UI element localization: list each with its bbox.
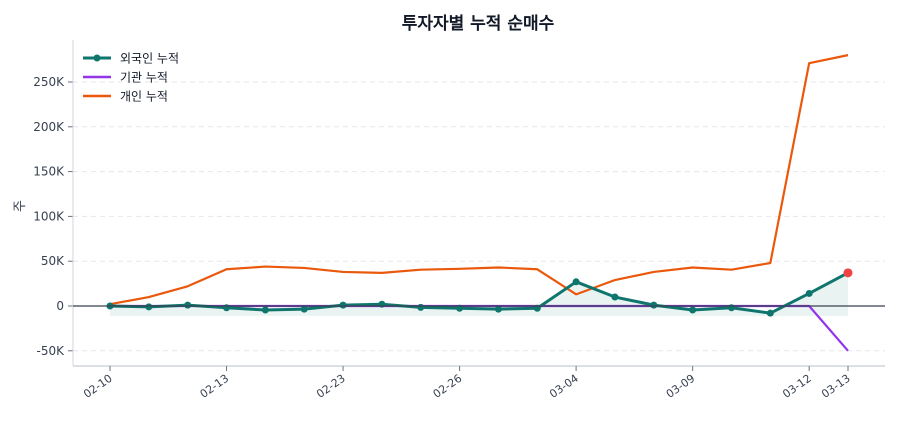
data-point — [805, 289, 813, 297]
data-point — [378, 300, 386, 308]
x-tick-label: 02-13 — [198, 372, 232, 401]
data-point — [184, 301, 192, 309]
x-tick-label: 02-23 — [314, 372, 348, 401]
chart-title: 투자자별 누적 순매수 — [402, 14, 555, 34]
y-tick-label: 100K — [33, 209, 65, 223]
data-point — [494, 305, 502, 313]
data-point — [417, 303, 425, 311]
x-tick-label: 03-09 — [664, 372, 698, 401]
x-tick-label: 03-13 — [819, 372, 853, 401]
x-tick-label: 03-12 — [780, 372, 814, 401]
data-point — [611, 293, 619, 301]
highlight-point — [843, 268, 853, 278]
data-point — [727, 304, 735, 312]
data-point — [689, 306, 697, 314]
data-point — [766, 309, 774, 317]
series-line-0 — [109, 271, 849, 315]
series-line-2 — [109, 54, 849, 306]
x-tick-label: 03-04 — [547, 372, 581, 401]
y-tick-label: 150K — [33, 165, 65, 179]
data-point — [145, 303, 153, 311]
y-axis-label: 주 — [13, 200, 28, 212]
data-point — [572, 278, 580, 286]
data-point — [223, 304, 231, 312]
y-tick-label: 0 — [56, 299, 64, 313]
data-point — [300, 305, 308, 313]
x-tick-label: 02-26 — [431, 372, 465, 401]
data-point — [650, 301, 658, 309]
y-tick-label: -50K — [37, 344, 66, 358]
y-tick-label: 200K — [33, 120, 65, 134]
y-tick-label: 250K — [33, 75, 65, 89]
x-tick-label: 02-10 — [81, 372, 115, 401]
data-point — [261, 306, 269, 314]
y-tick-label: 50K — [41, 254, 65, 268]
data-point — [339, 301, 347, 309]
legend-marker — [93, 54, 101, 62]
legend-label: 외국인 누적 — [120, 52, 179, 66]
legend-label: 기관 누적 — [120, 71, 168, 85]
legend-label: 개인 누적 — [120, 90, 168, 104]
